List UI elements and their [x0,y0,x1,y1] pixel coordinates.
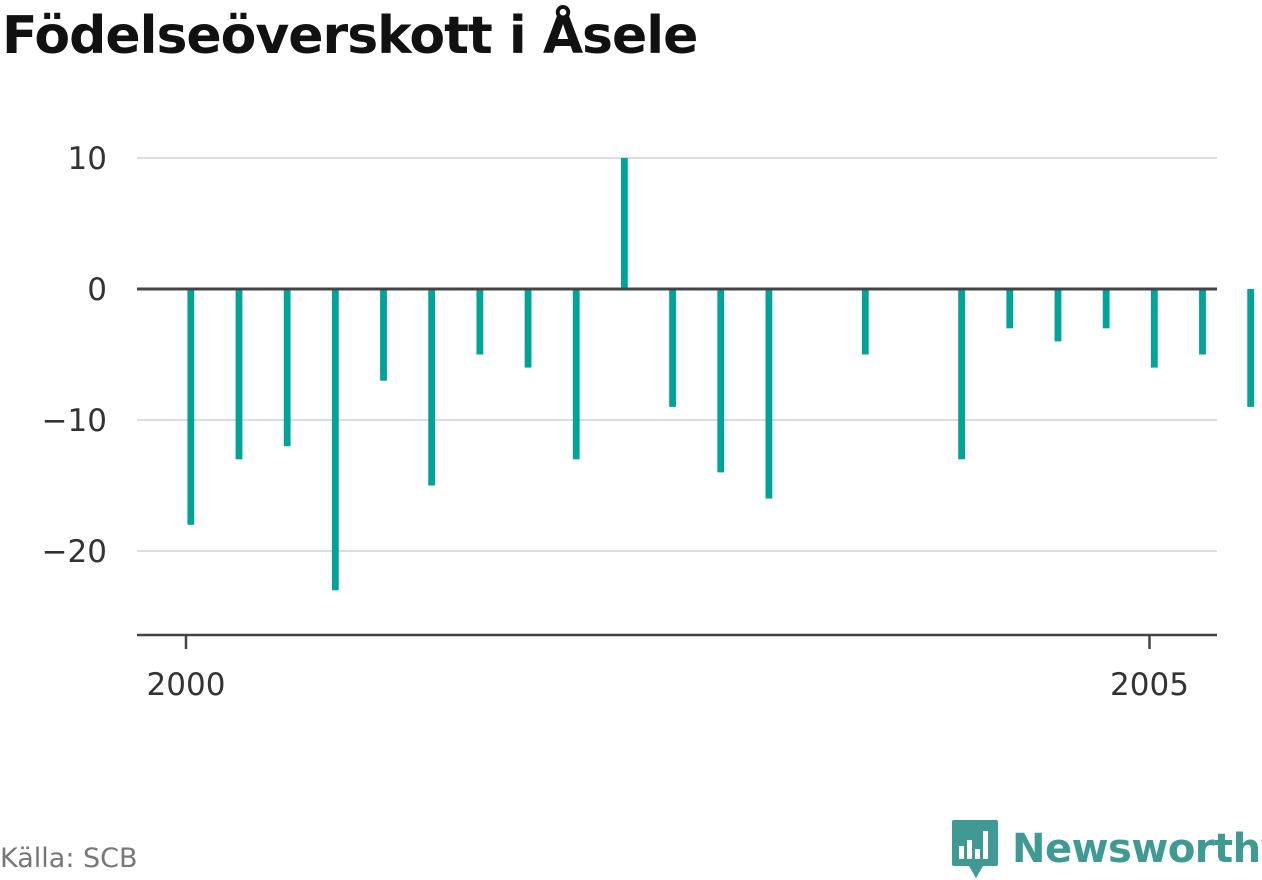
source-note: Källa: SCB [0,843,138,874]
chart-title: Födelseöverskott i Åsele [2,6,698,66]
bar [717,289,725,473]
bar [1102,289,1110,329]
bar [1199,289,1206,355]
bar [669,289,676,407]
axes [137,287,1217,637]
bar-series [187,158,1255,591]
brand-name: Newsworthy [1012,826,1262,872]
bar [1006,289,1014,329]
bar [187,289,195,525]
y-tick-label: 0 [87,272,107,308]
x-axis-ticks: 200020052010201520202025 [147,635,1189,703]
bar [380,289,387,381]
bar [572,289,580,460]
bar [524,289,532,368]
bar [428,289,436,486]
bar [861,289,869,355]
bar [331,289,339,591]
y-axis-tick-labels: 10 0 −10 −20 [42,141,107,570]
gridlines [137,157,1217,552]
bar [1247,289,1255,407]
bar [620,158,628,289]
bar [283,289,291,447]
y-tick-label: 10 [68,141,107,177]
bar [1054,289,1062,342]
newsworthy-logo-icon [952,820,998,878]
x-tick-label: 2005 [1110,667,1189,703]
brand[interactable]: Newsworthy [950,818,1262,880]
bar [1150,289,1158,368]
bar [958,289,966,460]
bar [235,289,243,460]
x-tick-label: 2000 [147,667,226,703]
bar [765,289,773,499]
bar [476,289,484,355]
y-tick-label: −10 [42,403,107,439]
y-tick-label: −20 [42,534,107,570]
